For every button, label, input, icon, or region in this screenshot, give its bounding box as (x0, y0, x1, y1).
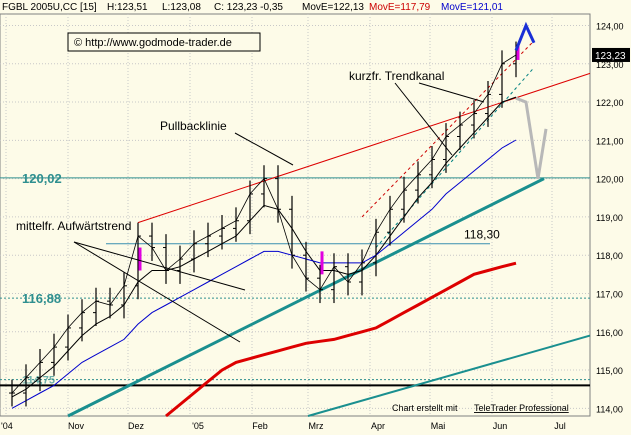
y-tick-label: 119,00 (596, 213, 623, 223)
moving-average-line (11, 139, 517, 409)
x-tick-label: Feb (252, 421, 268, 431)
trendline (361, 40, 535, 218)
y-tick-label: 123,00 (596, 60, 624, 70)
price-line (11, 54, 517, 394)
watermark-text: © http://www.godmode-trader.de (74, 37, 232, 49)
annotation-aufwaertstrend: mittelfr. Aufwärtstrend (16, 219, 131, 233)
header-symbol: FGBL 2005U,CC [15] (2, 2, 97, 13)
plot-frame (0, 13, 591, 417)
trendline (307, 334, 591, 417)
y-tick-label: 120,00 (596, 175, 624, 185)
moving-average-line (165, 261, 517, 418)
annotation-leader (73, 241, 241, 343)
trendline (137, 72, 591, 224)
y-tick-label: 121,00 (596, 136, 624, 146)
annotation-leader (73, 241, 246, 291)
x-tick-label: '04 (1, 421, 13, 431)
y-tick-label: 115,00 (596, 366, 623, 376)
x-tick-label: Dez (128, 421, 145, 431)
footer-brand-link[interactable]: TeleTrader Professional (474, 403, 569, 413)
projection-line (515, 96, 548, 179)
header-high: H:123,51 (107, 2, 148, 13)
header-low: L:123,08 (162, 2, 201, 13)
x-tick-label: Mrz (309, 421, 324, 431)
level-label-118: 118,30 (464, 228, 500, 242)
x-tick-label: Jun (493, 421, 508, 431)
y-tick-label: 117,00 (596, 289, 623, 299)
level-label-114: 114,75 (22, 375, 55, 387)
trendline (67, 177, 545, 418)
header-ma-blue: MovE=121,01 (441, 2, 503, 13)
x-tick-label: Apr (371, 421, 385, 431)
last-price-box (592, 47, 630, 62)
level-label-116: 116,88 (22, 291, 61, 306)
moving-average-line (11, 96, 517, 398)
x-tick-label: Jul (554, 421, 566, 431)
y-tick-label: 114,00 (596, 404, 623, 414)
header-ma-black: MovE=122,13 (302, 2, 364, 13)
watermark-box (67, 32, 261, 52)
y-tick-label: 124,00 (596, 21, 624, 31)
header-close: C: 123,23 -0,35 (214, 2, 283, 13)
x-tick-label: Nov (68, 421, 85, 431)
annotation-pullbacklinie: Pullbacklinie (160, 119, 227, 133)
last-price-label: 123,23 (595, 51, 626, 62)
level-label-120: 120,02 (22, 171, 62, 186)
x-tick-label: '05 (192, 421, 204, 431)
projection-arrow-up (514, 21, 536, 51)
x-tick-label: Mai (431, 421, 446, 431)
footer-prefix: Chart erstellt mit (392, 403, 458, 413)
annotation-leader (394, 82, 453, 156)
y-tick-label: 118,00 (596, 251, 623, 261)
y-tick-label: 122,00 (596, 98, 624, 108)
annotation-leader (234, 132, 294, 166)
header-ma-red: MovE=117,79 (369, 2, 431, 13)
annotation-leader (418, 82, 485, 103)
annotation-trendkanal: kurzfr. Trendkanal (349, 69, 444, 83)
y-tick-label: 116,00 (596, 328, 623, 338)
trendline (375, 67, 535, 248)
